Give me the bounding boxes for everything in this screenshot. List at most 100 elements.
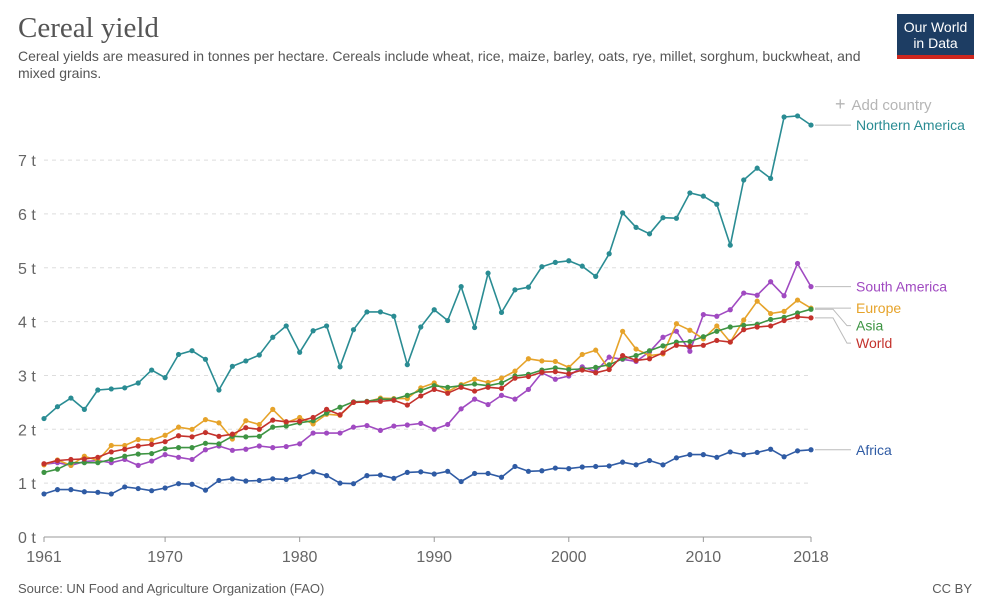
data-point-europe — [673, 321, 680, 327]
data-point-south-america — [754, 292, 760, 298]
data-point-asia — [404, 392, 410, 398]
data-point-asia — [135, 451, 141, 457]
data-point-northern-america — [122, 385, 128, 391]
data-point-world — [471, 388, 478, 394]
data-point-africa — [727, 449, 733, 455]
data-point-africa — [700, 452, 706, 458]
data-point-northern-america — [579, 263, 585, 269]
x-tick-label: 1990 — [416, 549, 452, 566]
data-point-northern-america — [41, 415, 47, 422]
data-point-south-america — [458, 406, 464, 412]
series-line-northern-america — [43, 115, 812, 420]
data-point-world — [162, 439, 168, 445]
data-point-europe — [108, 442, 114, 449]
legend-label-south-america[interactable]: South America — [856, 279, 947, 295]
data-point-northern-america — [620, 210, 626, 216]
data-point-south-america — [243, 446, 249, 452]
data-point-northern-america — [162, 375, 168, 381]
data-point-asia — [633, 352, 639, 359]
data-point-europe — [243, 418, 249, 424]
data-point-africa — [606, 463, 612, 469]
data-point-world — [660, 350, 666, 356]
owid-logo[interactable]: Our World in Data — [897, 14, 974, 59]
data-point-africa — [418, 469, 424, 475]
data-point-northern-america — [646, 231, 653, 237]
data-point-northern-america — [95, 387, 101, 393]
data-point-south-america — [418, 420, 424, 426]
data-point-world — [485, 384, 491, 390]
data-point-world — [431, 386, 437, 393]
data-point-world — [323, 406, 330, 412]
data-point-asia — [175, 445, 182, 451]
series-line-europe — [43, 299, 812, 467]
data-point-south-america — [660, 334, 666, 340]
data-point-south-america — [364, 422, 370, 429]
data-point-asia — [323, 410, 330, 416]
data-point-northern-america — [108, 386, 114, 392]
data-point-south-america — [202, 447, 209, 453]
chart-subtitle: Cereal yields are measured in tonnes per… — [18, 48, 861, 81]
data-point-northern-america — [512, 287, 518, 293]
series-line-world — [43, 315, 812, 465]
data-point-world — [216, 433, 222, 439]
add-country-label: Add country — [851, 97, 932, 114]
legend-label-europe[interactable]: Europe — [856, 300, 901, 316]
data-point-world — [794, 314, 801, 320]
data-point-south-america — [525, 386, 532, 393]
data-point-asia — [337, 404, 343, 410]
data-point-south-america — [135, 462, 141, 468]
data-point-northern-america — [135, 380, 141, 386]
data-point-asia — [162, 446, 168, 452]
data-point-africa — [162, 485, 168, 491]
data-point-asia — [741, 322, 747, 328]
data-point-asia — [471, 381, 478, 387]
data-point-world — [404, 402, 410, 408]
license-link[interactable]: CC BY — [932, 581, 972, 596]
data-point-south-america — [808, 284, 814, 290]
data-point-world — [633, 357, 639, 363]
data-point-world — [175, 433, 182, 439]
data-point-africa — [431, 471, 437, 477]
data-point-south-america — [673, 328, 680, 334]
data-point-asia — [646, 348, 653, 354]
data-point-asia — [498, 380, 505, 386]
data-point-africa — [256, 477, 262, 484]
data-point-asia — [189, 445, 195, 451]
data-point-africa — [620, 459, 626, 465]
data-point-world — [512, 375, 518, 381]
legend-label-world[interactable]: World — [856, 335, 892, 351]
data-point-africa — [714, 454, 720, 460]
legend-label-africa[interactable]: Africa — [856, 442, 892, 458]
data-point-northern-america — [794, 113, 801, 119]
legend-label-northern-america[interactable]: Northern America — [856, 117, 965, 133]
add-country-button[interactable]: + Add country — [835, 94, 932, 115]
data-point-asia — [122, 453, 128, 459]
source-note[interactable]: Source: UN Food and Agriculture Organiza… — [18, 581, 325, 596]
data-point-africa — [216, 477, 222, 484]
data-point-africa — [391, 475, 397, 481]
data-point-europe — [471, 376, 478, 382]
x-tick-label: 1961 — [26, 549, 62, 566]
data-point-world — [364, 399, 370, 405]
data-point-africa — [808, 447, 814, 453]
legend-label-asia[interactable]: Asia — [856, 318, 883, 334]
data-point-europe — [768, 310, 774, 317]
data-point-europe — [633, 346, 639, 352]
data-point-europe — [270, 406, 276, 412]
data-point-asia — [202, 440, 209, 446]
data-point-africa — [189, 481, 195, 487]
data-point-europe — [593, 347, 599, 353]
data-point-africa — [593, 463, 599, 470]
data-point-africa — [754, 449, 760, 456]
chart-title: Cereal yield — [18, 12, 159, 44]
data-point-northern-america — [768, 175, 774, 181]
data-point-northern-america — [754, 165, 760, 171]
data-point-europe — [135, 436, 141, 443]
data-point-world — [741, 327, 747, 333]
data-point-south-america — [149, 458, 155, 464]
line-chart: 0 t 1 t 2 t 3 t 4 t 5 t 6 t 7 t 1961 1970 1980 1990… — [18, 113, 965, 566]
data-point-south-america — [687, 348, 693, 354]
data-point-northern-america — [243, 358, 249, 364]
data-point-northern-america — [364, 309, 370, 315]
x-tick-label: 2018 — [793, 549, 829, 566]
